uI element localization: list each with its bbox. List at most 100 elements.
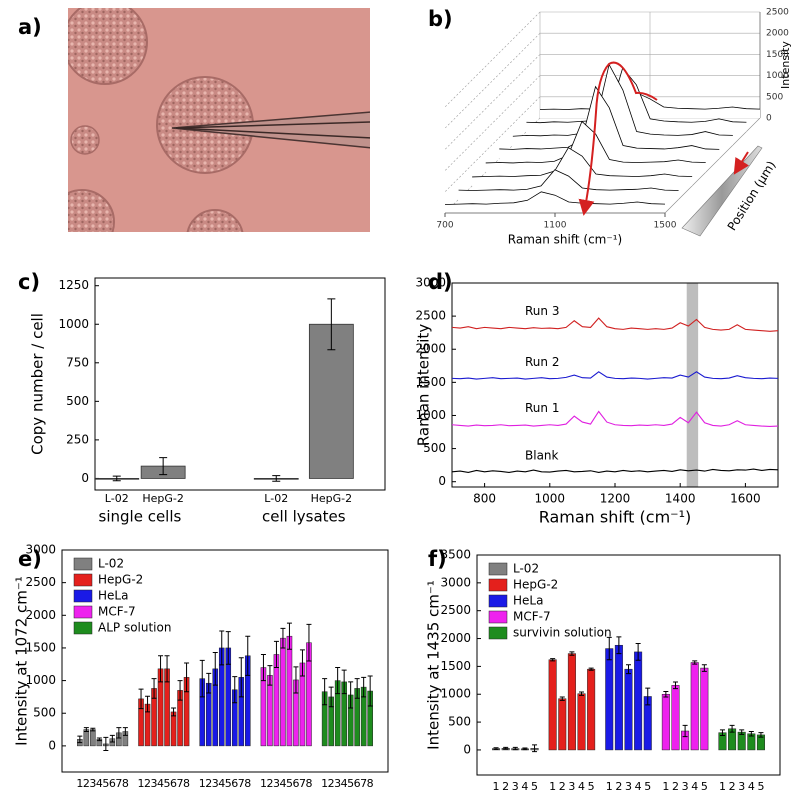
plot-frame <box>476 554 781 776</box>
error-bar <box>522 747 528 751</box>
error-bar <box>719 729 725 736</box>
error-bar <box>348 681 354 709</box>
x-tick-label: 3 <box>334 777 341 790</box>
error-bar <box>579 691 585 696</box>
z-tick-label: 1500 <box>766 50 789 60</box>
spectrum-trace <box>472 147 693 178</box>
y-tick-label: 500 <box>423 441 446 455</box>
x-tick-label: 8 <box>183 777 190 790</box>
x-axis-title: Raman shift (cm⁻¹) <box>508 233 622 247</box>
x-tick-label: 5 <box>286 777 293 790</box>
x-tick-label: 1600 <box>730 492 761 506</box>
x-tick-label: 8 <box>244 777 251 790</box>
y-tick-label: 0 <box>81 471 89 485</box>
group-label: single cells <box>99 508 182 526</box>
highlight-band <box>686 283 699 487</box>
error-bar <box>164 655 170 683</box>
y-axis-title: Intensity at 1435 cm⁻¹ <box>425 580 443 750</box>
error-bar <box>96 737 102 742</box>
bar <box>170 711 177 747</box>
error-bar <box>635 643 641 661</box>
error-bar <box>692 660 698 665</box>
x-tick-label: 6 <box>109 777 116 790</box>
spectrum-line <box>451 317 779 332</box>
x-tick-label: 2 <box>328 777 335 790</box>
panel-label: e) <box>18 547 42 571</box>
x-tick-label: HepG-2 <box>311 492 353 505</box>
legend-swatch <box>73 621 93 635</box>
spectrum-trace <box>458 169 679 191</box>
error-bar <box>588 667 594 671</box>
plot-frame <box>61 549 389 773</box>
y-tick-label: 3500 <box>440 548 471 562</box>
annotation <box>578 61 763 237</box>
y-tick-label: 1000 <box>440 687 471 701</box>
x-tick-label: 3 <box>738 780 745 793</box>
bar <box>90 729 96 747</box>
error-bar <box>341 669 347 695</box>
y-tick-label: 3000 <box>415 276 446 290</box>
x-tick-label: 8 <box>122 777 129 790</box>
x-tick-label: 800 <box>473 492 496 506</box>
y-tick-label: 0 <box>48 738 56 752</box>
error-bar <box>245 635 251 676</box>
error-bar <box>77 735 83 744</box>
error-bar <box>354 678 360 699</box>
x-tick-label: 2 <box>83 777 90 790</box>
legend-label: HepG-2 <box>98 573 143 587</box>
y-tick-label: 3000 <box>25 543 56 557</box>
trace-fill <box>458 169 679 200</box>
x-tick-label: 5 <box>588 780 595 793</box>
error-bar <box>532 744 538 753</box>
y-tick-label: 1000 <box>58 317 89 331</box>
z-axis-title: Intensity <box>779 41 792 89</box>
series-label: Blank <box>525 448 559 462</box>
plot-frame <box>94 277 386 491</box>
cell <box>186 209 244 232</box>
error-bar <box>151 678 157 699</box>
legend-label: L-02 <box>513 562 539 576</box>
error-bar <box>138 688 144 710</box>
y-tick-label: 250 <box>66 432 89 446</box>
error-bar <box>122 727 128 736</box>
x-tick-label: 1 <box>719 780 726 793</box>
error-bar <box>280 627 286 649</box>
z-tick-label: 0 <box>766 114 772 124</box>
error-bar <box>361 676 367 698</box>
pipette <box>171 111 370 149</box>
y-axis-title: Copy number / cell <box>29 313 47 455</box>
error-bar <box>512 746 518 751</box>
legend-label: HepG-2 <box>513 578 558 592</box>
trace-fill <box>472 147 693 186</box>
x-tick-label: 7 <box>238 777 245 790</box>
error-bar <box>260 653 266 682</box>
y-tick-label: 1250 <box>58 278 89 292</box>
error-bar <box>758 732 764 738</box>
error-bar <box>569 651 575 656</box>
x-tick-label: 3 <box>512 780 519 793</box>
x-tick-label: 5 <box>347 777 354 790</box>
error-bar <box>116 727 122 739</box>
grid-line <box>444 11 541 108</box>
error-bar <box>90 727 96 732</box>
x-tick-label: 1 <box>138 777 145 790</box>
error-bar <box>199 659 205 698</box>
x-tick-label: 4 <box>635 780 642 793</box>
y-axis-title: Raman intensity <box>415 324 433 447</box>
spectrum-trace <box>485 120 706 164</box>
error-bar <box>267 665 273 686</box>
spectrum-trace <box>512 63 733 137</box>
y-tick-label: 1000 <box>25 673 56 687</box>
bar <box>267 675 273 747</box>
spectrum-trace <box>444 191 666 205</box>
x-tick-label: 2 <box>729 780 736 793</box>
x-tick-label: 5 <box>102 777 109 790</box>
error-bar <box>171 707 177 717</box>
grid-line <box>444 32 541 129</box>
y-tick-label: 2000 <box>25 608 56 622</box>
group-label: cell lysates <box>262 508 346 526</box>
legend-swatch <box>73 557 93 571</box>
legend-swatch <box>73 589 93 603</box>
panel-label: a) <box>18 15 42 39</box>
